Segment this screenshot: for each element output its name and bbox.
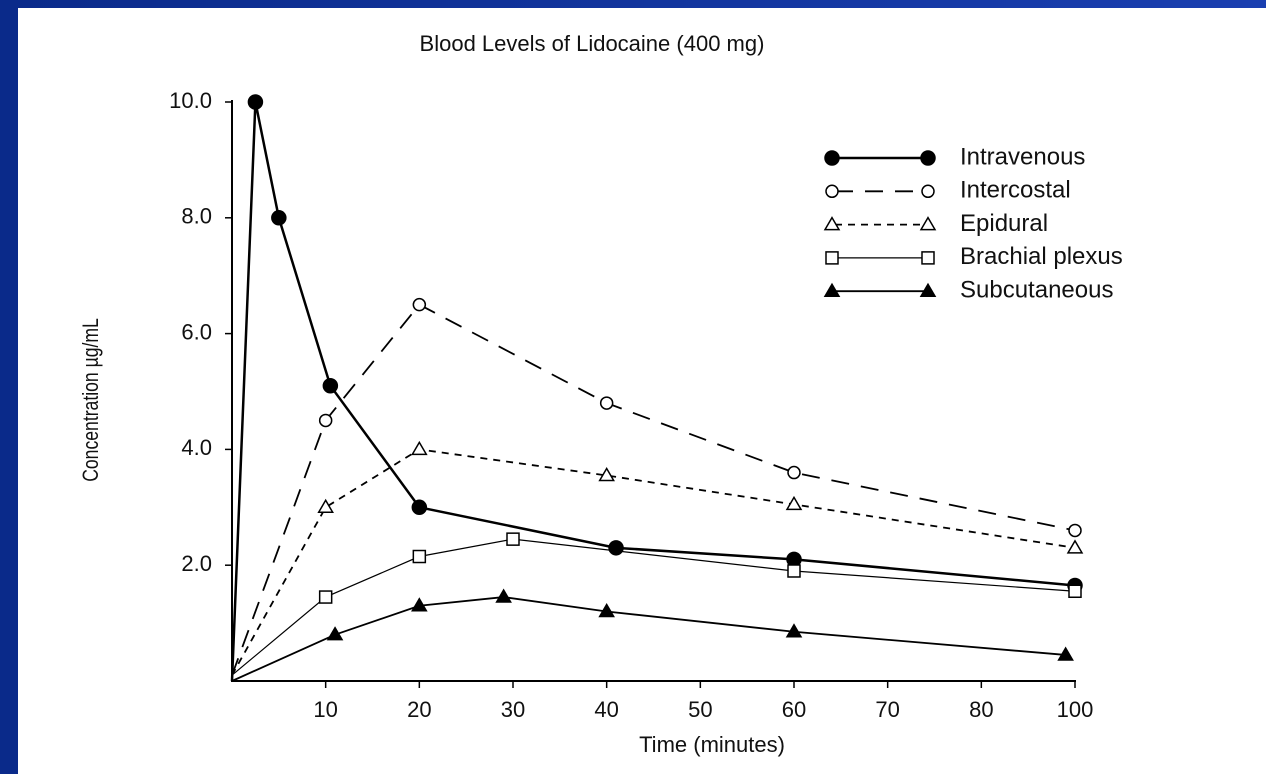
y-tick-label: 8.0 (181, 204, 212, 229)
data-point (787, 564, 801, 578)
chart-title: Blood Levels of Lidocaine (400 mg) (420, 31, 765, 56)
x-tick-label: 60 (782, 697, 806, 722)
data-point (1066, 539, 1084, 554)
legend-marker (825, 184, 839, 199)
legend-marker (921, 251, 935, 265)
x-tick-label: 10 (313, 697, 337, 722)
data-point (326, 626, 344, 641)
data-point (411, 597, 428, 612)
y-tick-label: 4.0 (181, 435, 212, 460)
y-tick-label: 6.0 (181, 319, 212, 344)
legend-label: Epidural (960, 210, 1048, 237)
data-point (787, 465, 801, 480)
chart-panel (18, 8, 1266, 774)
legend-marker (919, 216, 937, 231)
x-tick-label: 100 (1057, 697, 1094, 722)
data-point (785, 623, 803, 638)
x-tick-label: 40 (594, 697, 618, 722)
legend-label: Subcutaneous (960, 277, 1113, 304)
data-point (1068, 584, 1082, 599)
data-point (411, 440, 428, 456)
data-point (317, 498, 334, 514)
data-point (318, 590, 333, 604)
data-point (599, 396, 614, 410)
data-point (785, 495, 803, 511)
x-tick-label: 70 (875, 697, 899, 722)
data-point (495, 588, 512, 603)
legend-marker (823, 282, 841, 297)
data-point (412, 297, 427, 312)
legend-marker (824, 150, 840, 166)
legend-marker (919, 282, 937, 297)
x-tick-label: 30 (501, 697, 525, 722)
data-point (506, 532, 520, 546)
series-line (231, 596, 1066, 682)
data-point (411, 499, 428, 516)
data-point (247, 94, 264, 110)
data-point (1057, 646, 1074, 661)
data-point (1068, 523, 1082, 538)
legend-marker (921, 184, 935, 199)
legend-marker (825, 251, 839, 265)
series-line (231, 538, 1076, 676)
data-point (322, 377, 339, 394)
data-point (598, 466, 615, 482)
y-tick-label: 2.0 (181, 551, 212, 576)
series-line (231, 448, 1076, 676)
x-tick-label: 80 (969, 697, 993, 722)
legend-label: Brachial plexus (960, 243, 1123, 270)
legend-label: Intercostal (960, 177, 1071, 204)
series-line (231, 303, 1076, 676)
data-point (318, 413, 333, 428)
data-point (271, 210, 287, 226)
data-point (412, 549, 427, 564)
x-tick-label: 20 (407, 697, 431, 722)
legend-marker (823, 216, 841, 231)
data-point (598, 603, 615, 618)
legend-marker (920, 150, 936, 166)
series-line (230, 101, 1076, 682)
x-tick-label: 50 (688, 697, 712, 722)
y-axis-label: Concentration µg/mL (79, 318, 103, 482)
data-point (608, 540, 624, 556)
x-axis-label: Time (minutes) (639, 732, 785, 757)
legend-label: Intravenous (960, 143, 1085, 170)
y-tick-label: 10.0 (169, 88, 212, 113)
